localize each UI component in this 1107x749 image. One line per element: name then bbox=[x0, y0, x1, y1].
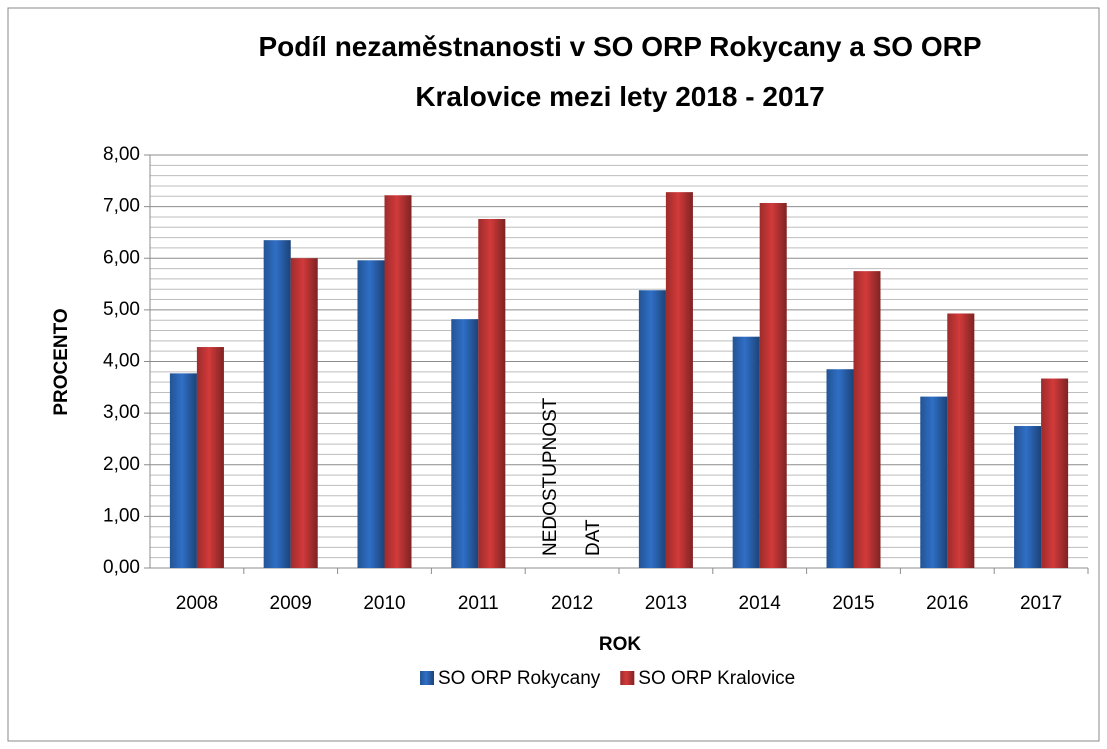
y-tick-label: 5,00 bbox=[103, 299, 140, 320]
bar-shading bbox=[451, 319, 479, 568]
bar-shading bbox=[196, 347, 224, 568]
x-tick-label: 2008 bbox=[176, 593, 218, 614]
x-tick-label: 2016 bbox=[926, 593, 968, 614]
bar-shading bbox=[478, 219, 506, 568]
x-tick-label: 2010 bbox=[363, 593, 405, 614]
x-axis-label: ROK bbox=[599, 634, 642, 655]
y-tick-label: 0,00 bbox=[103, 557, 140, 578]
x-tick-label: 2017 bbox=[1020, 593, 1062, 614]
chart-border bbox=[7, 7, 1100, 742]
y-tick-label: 6,00 bbox=[103, 247, 140, 268]
annotation: NEDOSTUPNOST bbox=[540, 397, 561, 556]
annotation: DAT bbox=[583, 519, 604, 556]
chart-title: Podíl nezaměstnanosti v SO ORP Rokycany … bbox=[258, 31, 982, 112]
legend-label: SO ORP Kralovice bbox=[638, 668, 795, 689]
y-axis-label: PROCENTO bbox=[51, 308, 72, 415]
bar-shading bbox=[263, 240, 291, 568]
legend-swatch-shade bbox=[620, 671, 635, 685]
y-tick-label: 1,00 bbox=[103, 505, 140, 526]
x-tick-label: 2012 bbox=[551, 593, 593, 614]
x-tick-label: 2015 bbox=[832, 593, 874, 614]
bar-shading bbox=[665, 192, 693, 569]
y-tick-label: 4,00 bbox=[103, 351, 140, 372]
bar-shading bbox=[357, 260, 385, 568]
bar-shading bbox=[759, 203, 787, 569]
bar-shading bbox=[732, 336, 760, 568]
bar-shading bbox=[384, 195, 412, 568]
legend-swatch-shade bbox=[420, 671, 434, 685]
bar-shading bbox=[826, 369, 854, 568]
x-tick-label: 2014 bbox=[739, 593, 782, 614]
y-tick-label: 7,00 bbox=[103, 196, 140, 217]
bar-shading bbox=[1041, 378, 1069, 568]
bar-shading bbox=[638, 290, 666, 568]
legend-label: SO ORP Rokycany bbox=[438, 668, 601, 689]
bar-shading bbox=[290, 258, 318, 568]
bar-shading bbox=[947, 313, 975, 568]
bar-shading bbox=[169, 373, 197, 568]
x-tick-label: 2011 bbox=[458, 593, 499, 614]
x-tick-label: 2013 bbox=[645, 593, 687, 614]
x-tick-label: 2009 bbox=[270, 593, 312, 614]
bar-shading bbox=[853, 271, 881, 568]
y-tick-label: 8,00 bbox=[103, 144, 140, 165]
y-tick-label: 3,00 bbox=[103, 402, 140, 423]
bar-shading bbox=[1014, 426, 1042, 568]
y-tick-label: 2,00 bbox=[103, 454, 140, 475]
bar-shading bbox=[920, 396, 948, 568]
